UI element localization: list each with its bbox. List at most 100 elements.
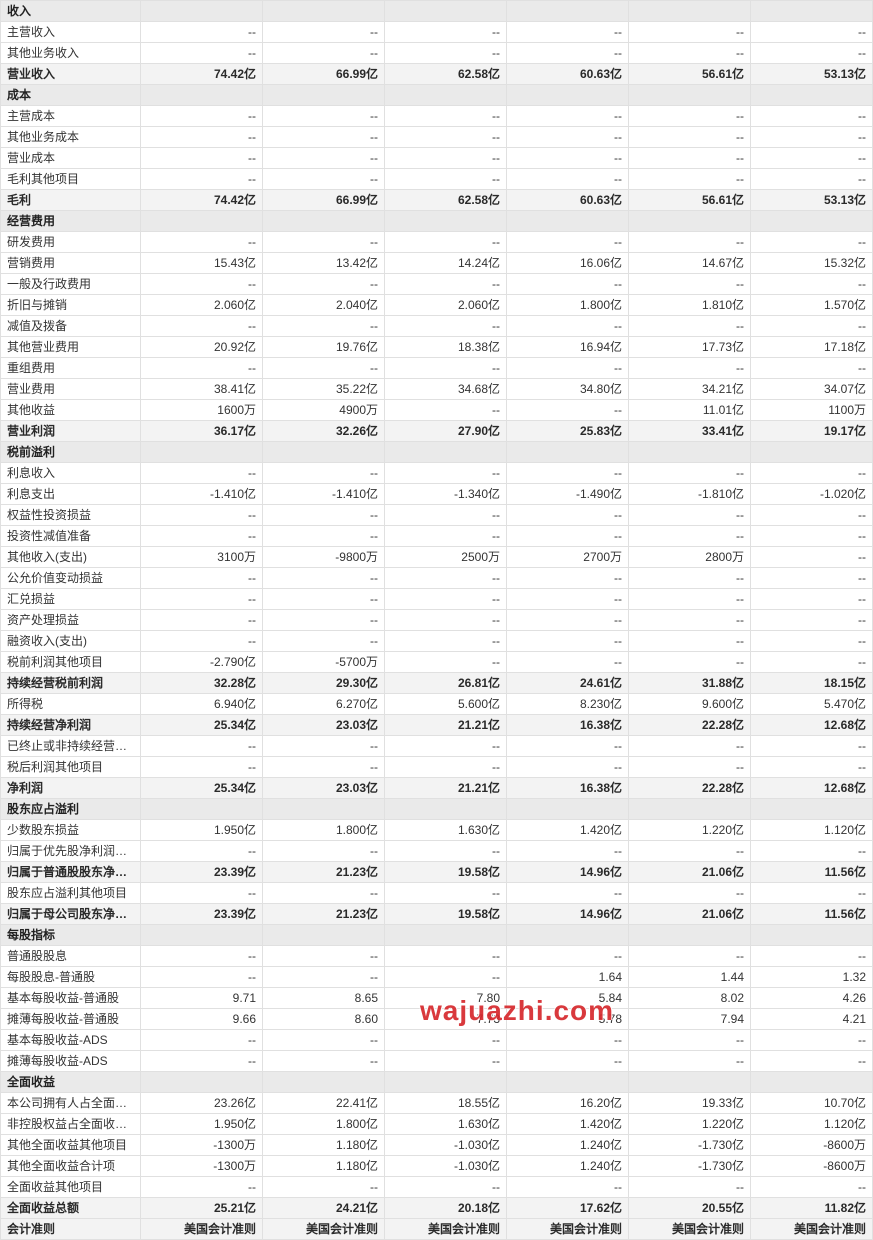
cell-value: -- xyxy=(629,568,751,589)
table-row: 毛利74.42亿66.99亿62.58亿60.63亿56.61亿53.13亿 xyxy=(1,190,873,211)
cell-value: -1.730亿 xyxy=(629,1135,751,1156)
row-label: 归属于普通股股东净利润 xyxy=(1,862,141,883)
row-label: 持续经营税前利润 xyxy=(1,673,141,694)
table-row: 一般及行政费用------------ xyxy=(1,274,873,295)
row-label: 税前溢利 xyxy=(1,442,141,463)
cell-value: -1.490亿 xyxy=(507,484,629,505)
table-row: 基本每股收益-ADS------------ xyxy=(1,1030,873,1051)
cell-value: 34.21亿 xyxy=(629,379,751,400)
cell-value: -- xyxy=(629,589,751,610)
cell-value: -- xyxy=(507,463,629,484)
cell-value: -- xyxy=(385,883,507,904)
row-label: 减值及拨备 xyxy=(1,316,141,337)
table-row: 每股股息-普通股------1.641.441.32 xyxy=(1,967,873,988)
cell-value: -- xyxy=(385,967,507,988)
cell-value: 24.21亿 xyxy=(263,1198,385,1219)
row-label: 营业收入 xyxy=(1,64,141,85)
cell-value xyxy=(751,211,873,232)
row-label: 本公司拥有人占全面收益总额 xyxy=(1,1093,141,1114)
cell-value xyxy=(629,1072,751,1093)
cell-value: -- xyxy=(751,148,873,169)
cell-value: -- xyxy=(385,610,507,631)
cell-value: -- xyxy=(629,631,751,652)
cell-value: 20.92亿 xyxy=(141,337,263,358)
table-row: 所得税6.940亿6.270亿5.600亿8.230亿9.600亿5.470亿 xyxy=(1,694,873,715)
row-label: 已终止或非持续经营净利润 xyxy=(1,736,141,757)
cell-value: 19.33亿 xyxy=(629,1093,751,1114)
cell-value: -- xyxy=(751,568,873,589)
row-label: 利息收入 xyxy=(1,463,141,484)
table-row: 税前溢利 xyxy=(1,442,873,463)
row-label: 毛利 xyxy=(1,190,141,211)
cell-value: 13.42亿 xyxy=(263,253,385,274)
cell-value: -- xyxy=(141,1030,263,1051)
row-label: 基本每股收益-ADS xyxy=(1,1030,141,1051)
cell-value: 60.63亿 xyxy=(507,190,629,211)
cell-value: 7.94 xyxy=(629,1009,751,1030)
cell-value: -- xyxy=(507,841,629,862)
row-label: 全面收益总额 xyxy=(1,1198,141,1219)
cell-value: 1.800亿 xyxy=(263,1114,385,1135)
cell-value: -- xyxy=(507,631,629,652)
row-label: 少数股东损益 xyxy=(1,820,141,841)
row-label: 税后利润其他项目 xyxy=(1,757,141,778)
cell-value: -1.410亿 xyxy=(263,484,385,505)
table-row: 全面收益总额25.21亿24.21亿20.18亿17.62亿20.55亿11.8… xyxy=(1,1198,873,1219)
row-label: 普通股股息 xyxy=(1,946,141,967)
cell-value: 62.58亿 xyxy=(385,190,507,211)
cell-value: -- xyxy=(507,526,629,547)
cell-value: -- xyxy=(629,22,751,43)
cell-value: 12.68亿 xyxy=(751,778,873,799)
row-label: 摊薄每股收益-ADS xyxy=(1,1051,141,1072)
cell-value: -- xyxy=(141,106,263,127)
cell-value: -- xyxy=(385,43,507,64)
cell-value: -- xyxy=(507,169,629,190)
cell-value: 34.07亿 xyxy=(751,379,873,400)
cell-value: 9.66 xyxy=(141,1009,263,1030)
cell-value: 7.73 xyxy=(385,1009,507,1030)
cell-value: 7.80 xyxy=(385,988,507,1009)
cell-value: -- xyxy=(263,148,385,169)
cell-value: -- xyxy=(263,757,385,778)
cell-value: -- xyxy=(141,505,263,526)
cell-value: 1.420亿 xyxy=(507,820,629,841)
cell-value: 21.21亿 xyxy=(385,715,507,736)
cell-value xyxy=(263,1072,385,1093)
cell-value: 66.99亿 xyxy=(263,64,385,85)
cell-value: -- xyxy=(263,43,385,64)
cell-value: -- xyxy=(141,169,263,190)
table-row: 非控股权益占全面收益总额1.950亿1.800亿1.630亿1.420亿1.22… xyxy=(1,1114,873,1135)
cell-value: 25.34亿 xyxy=(141,715,263,736)
cell-value: 12.68亿 xyxy=(751,715,873,736)
cell-value xyxy=(141,211,263,232)
cell-value: 3100万 xyxy=(141,547,263,568)
cell-value: 5.78 xyxy=(507,1009,629,1030)
row-label: 非控股权益占全面收益总额 xyxy=(1,1114,141,1135)
cell-value: 1.120亿 xyxy=(751,1114,873,1135)
cell-value: -- xyxy=(263,169,385,190)
cell-value: 25.21亿 xyxy=(141,1198,263,1219)
cell-value: -- xyxy=(263,526,385,547)
table-row: 投资性减值准备------------ xyxy=(1,526,873,547)
cell-value: 6.940亿 xyxy=(141,694,263,715)
cell-value xyxy=(141,925,263,946)
cell-value: 32.26亿 xyxy=(263,421,385,442)
table-row: 营业利润36.17亿32.26亿27.90亿25.83亿33.41亿19.17亿 xyxy=(1,421,873,442)
cell-value: 4900万 xyxy=(263,400,385,421)
cell-value xyxy=(385,799,507,820)
cell-value: 9.600亿 xyxy=(629,694,751,715)
cell-value: -- xyxy=(751,22,873,43)
cell-value: 21.21亿 xyxy=(385,778,507,799)
cell-value xyxy=(751,799,873,820)
cell-value: 38.41亿 xyxy=(141,379,263,400)
cell-value: -- xyxy=(141,127,263,148)
cell-value: -- xyxy=(629,1051,751,1072)
cell-value: -- xyxy=(507,232,629,253)
cell-value: -- xyxy=(385,106,507,127)
table-row: 全面收益其他项目------------ xyxy=(1,1177,873,1198)
cell-value: -- xyxy=(751,127,873,148)
cell-value xyxy=(507,442,629,463)
row-label: 持续经营净利润 xyxy=(1,715,141,736)
cell-value: -- xyxy=(751,274,873,295)
table-row: 持续经营税前利润32.28亿29.30亿26.81亿24.61亿31.88亿18… xyxy=(1,673,873,694)
